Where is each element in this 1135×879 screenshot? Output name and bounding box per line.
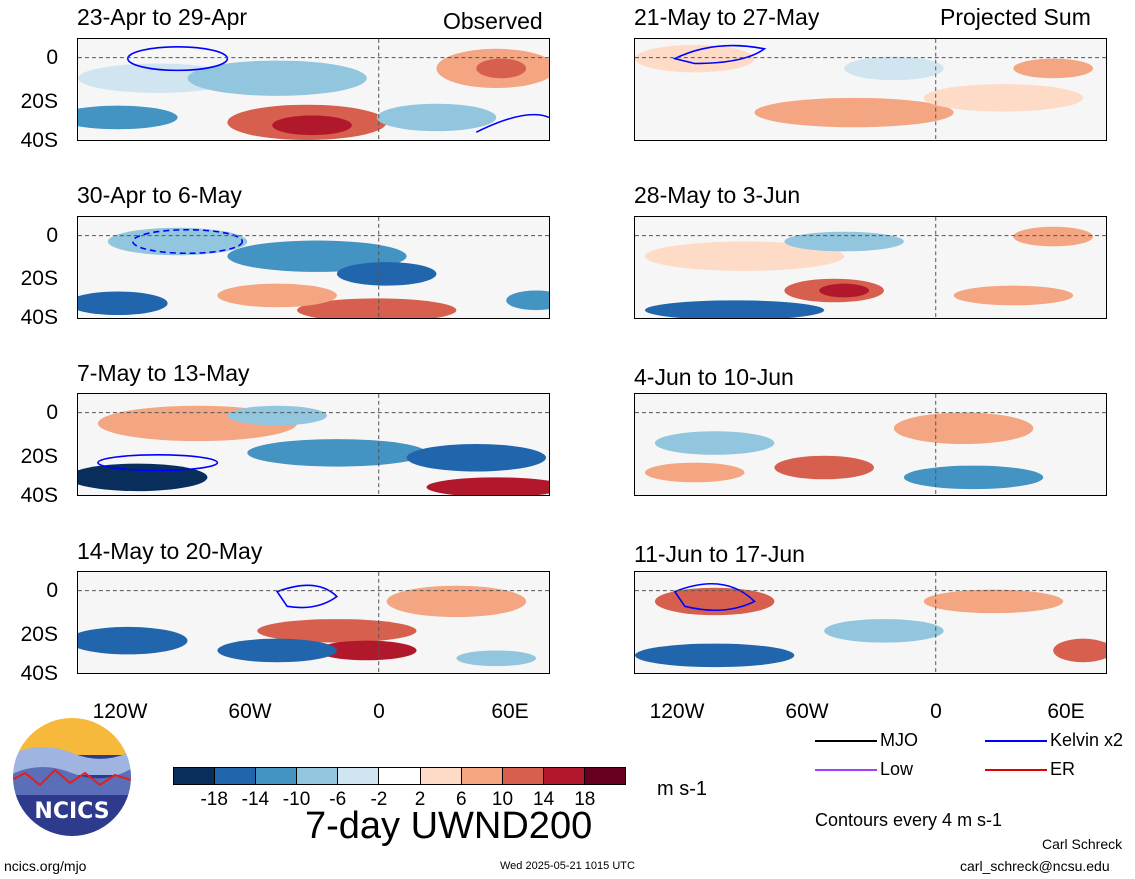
colorbar-label: 14 bbox=[533, 789, 555, 810]
y-label: 20S bbox=[20, 623, 58, 646]
colorbar-cell bbox=[174, 768, 216, 784]
map-panel bbox=[77, 571, 550, 674]
colorbar-label: -2 bbox=[370, 789, 388, 810]
legend-swatch-low bbox=[815, 769, 877, 771]
colorbar-label: -6 bbox=[329, 789, 347, 810]
map-panel bbox=[77, 393, 550, 496]
y-label: 40S bbox=[20, 306, 58, 329]
contour-note: Contours every 4 m s-1 bbox=[815, 810, 1003, 830]
colorbar-cell bbox=[379, 768, 421, 784]
colorbar-cell bbox=[420, 768, 462, 784]
x-label: 0 bbox=[930, 700, 942, 723]
colorbar-label: -14 bbox=[241, 789, 270, 810]
colorbar-label: -10 bbox=[282, 789, 311, 810]
panel-title: 23-Apr to 29-Apr bbox=[77, 4, 248, 30]
x-label: 120W bbox=[92, 700, 148, 723]
y-label: 0 bbox=[46, 224, 58, 247]
x-label: 60E bbox=[491, 700, 529, 723]
map-panel bbox=[77, 38, 550, 141]
legend-swatch-mjo bbox=[815, 740, 877, 742]
panel-title: 11-Jun to 17-Jun bbox=[634, 541, 805, 567]
panel-label: Observed bbox=[443, 8, 543, 34]
legend-label: MJO bbox=[880, 730, 918, 750]
colorbar-label: 2 bbox=[414, 789, 426, 810]
colorbar-cell bbox=[256, 768, 298, 784]
colorbar-cell bbox=[584, 768, 626, 784]
colorbar-cell bbox=[215, 768, 257, 784]
legend-label: ER bbox=[1050, 759, 1076, 779]
map-panel bbox=[634, 38, 1107, 141]
y-label: 20S bbox=[20, 90, 58, 113]
y-label: 40S bbox=[20, 129, 58, 152]
colorbar bbox=[173, 767, 626, 785]
y-label: 0 bbox=[46, 46, 58, 69]
y-label: 20S bbox=[20, 445, 58, 468]
colorbar-label: 18 bbox=[574, 789, 596, 810]
y-label: 20S bbox=[20, 267, 58, 290]
colorbar-cell bbox=[338, 768, 380, 784]
map-panel bbox=[634, 216, 1107, 319]
x-label: 60W bbox=[228, 700, 272, 723]
panel-title: 28-May to 3-Jun bbox=[634, 182, 801, 208]
footer-author: Carl Schreck bbox=[1042, 836, 1123, 852]
y-label: 0 bbox=[46, 401, 58, 424]
x-label: 60W bbox=[785, 700, 829, 723]
colorbar-cell bbox=[461, 768, 503, 784]
map-panel bbox=[634, 393, 1107, 496]
panel-title: 30-Apr to 6-May bbox=[77, 182, 242, 208]
logo-text: NCICS bbox=[34, 799, 110, 824]
y-label: 40S bbox=[20, 662, 58, 685]
footer-email: carl_schreck@ncsu.edu bbox=[960, 858, 1110, 874]
footer-timestamp: Wed 2025-05-21 1015 UTC bbox=[500, 860, 635, 872]
legend-label: Kelvin x2 bbox=[1050, 730, 1124, 750]
panel-title: 4-Jun to 10-Jun bbox=[634, 364, 794, 390]
map-panel bbox=[77, 216, 550, 319]
colorbar-label: -18 bbox=[200, 789, 228, 810]
colorbar-label: 10 bbox=[491, 789, 514, 810]
legend-label: Low bbox=[880, 759, 914, 779]
colorbar-cell bbox=[543, 768, 585, 784]
panel-title: 21-May to 27-May bbox=[634, 4, 820, 30]
footer-url: ncics.org/mjo bbox=[4, 858, 87, 874]
map-panel bbox=[634, 571, 1107, 674]
figure-title: 7-day UWND200 bbox=[305, 805, 593, 847]
y-label: 40S bbox=[20, 484, 58, 507]
x-label: 0 bbox=[373, 700, 385, 723]
y-label: 0 bbox=[46, 579, 58, 602]
colorbar-cell bbox=[502, 768, 544, 784]
panel-label: Projected Sum bbox=[940, 4, 1091, 30]
legend-swatch-er bbox=[985, 769, 1047, 771]
panel-title: 7-May to 13-May bbox=[77, 360, 250, 386]
panel-title: 14-May to 20-May bbox=[77, 538, 263, 564]
legend-swatch-kelvin bbox=[985, 740, 1047, 742]
colorbar-label: 6 bbox=[455, 789, 467, 810]
colorbar-units: m s-1 bbox=[657, 778, 707, 800]
colorbar-cell bbox=[297, 768, 339, 784]
x-label: 120W bbox=[649, 700, 705, 723]
x-label: 60E bbox=[1047, 700, 1085, 723]
ncics-logo: NCICS bbox=[10, 715, 134, 839]
